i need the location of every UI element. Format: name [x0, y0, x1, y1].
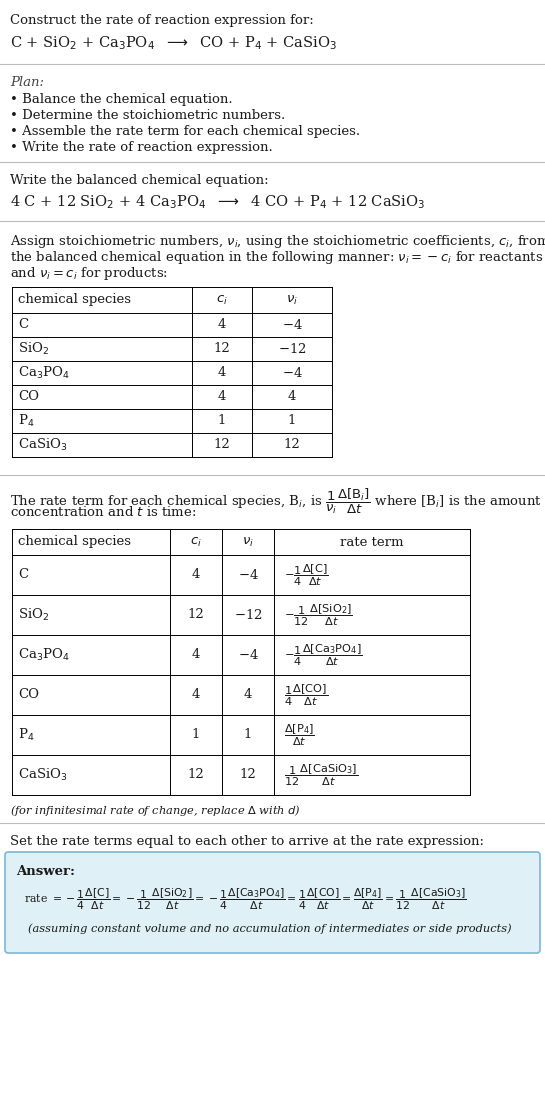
Text: CO: CO: [18, 391, 39, 404]
Text: $-$12: $-$12: [234, 608, 262, 622]
Text: 12: 12: [214, 438, 231, 452]
Text: chemical species: chemical species: [18, 293, 131, 306]
Text: $\dfrac{1}{4}\dfrac{\Delta[\mathrm{CO}]}{\Delta t}$: $\dfrac{1}{4}\dfrac{\Delta[\mathrm{CO}]}…: [284, 683, 328, 708]
Text: (assuming constant volume and no accumulation of intermediates or side products): (assuming constant volume and no accumul…: [28, 924, 512, 934]
Text: $\nu_i$: $\nu_i$: [242, 535, 254, 548]
Text: rate $= -\dfrac{1}{4}\dfrac{\Delta[\mathrm{C}]}{\Delta t} = -\dfrac{1}{12}\dfrac: rate $= -\dfrac{1}{4}\dfrac{\Delta[\math…: [24, 887, 467, 912]
Text: 1: 1: [192, 728, 200, 741]
Text: P$_4$: P$_4$: [18, 413, 34, 430]
Text: chemical species: chemical species: [18, 535, 131, 548]
Text: CaSiO$_3$: CaSiO$_3$: [18, 437, 68, 453]
Text: • Write the rate of reaction expression.: • Write the rate of reaction expression.: [10, 141, 272, 154]
Text: C + SiO$_2$ + Ca$_3$PO$_4$  $\longrightarrow$  CO + P$_4$ + CaSiO$_3$: C + SiO$_2$ + Ca$_3$PO$_4$ $\longrightar…: [10, 34, 337, 52]
Text: $-\dfrac{1}{4}\dfrac{\Delta[\mathrm{Ca_3PO_4}]}{\Delta t}$: $-\dfrac{1}{4}\dfrac{\Delta[\mathrm{Ca_3…: [284, 643, 362, 668]
Text: 4: 4: [288, 391, 296, 404]
Text: 4: 4: [218, 319, 226, 332]
Text: 12: 12: [214, 343, 231, 355]
Text: 4 C + 12 SiO$_2$ + 4 Ca$_3$PO$_4$  $\longrightarrow$  4 CO + P$_4$ + 12 CaSiO$_3: 4 C + 12 SiO$_2$ + 4 Ca$_3$PO$_4$ $\long…: [10, 193, 425, 211]
Text: Ca$_3$PO$_4$: Ca$_3$PO$_4$: [18, 647, 70, 663]
Text: 12: 12: [240, 768, 256, 781]
Text: C: C: [18, 319, 28, 332]
Text: $-$4: $-$4: [282, 366, 302, 380]
Text: $\dfrac{1}{12}\dfrac{\Delta[\mathrm{CaSiO_3}]}{\Delta t}$: $\dfrac{1}{12}\dfrac{\Delta[\mathrm{CaSi…: [284, 763, 358, 788]
Text: $-\dfrac{1}{12}\dfrac{\Delta[\mathrm{SiO_2}]}{\Delta t}$: $-\dfrac{1}{12}\dfrac{\Delta[\mathrm{SiO…: [284, 603, 353, 628]
Text: $-$4: $-$4: [282, 317, 302, 332]
Text: SiO$_2$: SiO$_2$: [18, 341, 49, 357]
Text: • Assemble the rate term for each chemical species.: • Assemble the rate term for each chemic…: [10, 125, 360, 138]
Text: 12: 12: [283, 438, 300, 452]
Text: Ca$_3$PO$_4$: Ca$_3$PO$_4$: [18, 365, 70, 381]
Text: 4: 4: [244, 688, 252, 702]
Text: The rate term for each chemical species, B$_i$, is $\dfrac{1}{\nu_i}\dfrac{\Delt: The rate term for each chemical species,…: [10, 487, 542, 516]
Text: CO: CO: [18, 688, 39, 702]
Text: (for infinitesimal rate of change, replace $\Delta$ with $d$): (for infinitesimal rate of change, repla…: [10, 803, 301, 818]
Text: $-$12: $-$12: [277, 342, 306, 356]
FancyBboxPatch shape: [5, 852, 540, 953]
Text: • Determine the stoichiometric numbers.: • Determine the stoichiometric numbers.: [10, 109, 285, 122]
Text: 4: 4: [218, 391, 226, 404]
Text: 4: 4: [192, 688, 200, 702]
Text: 12: 12: [187, 768, 204, 781]
Text: P$_4$: P$_4$: [18, 727, 34, 743]
Text: 1: 1: [288, 414, 296, 427]
Text: 4: 4: [218, 366, 226, 380]
Text: C: C: [18, 568, 28, 582]
Text: $c_i$: $c_i$: [216, 293, 228, 306]
Text: the balanced chemical equation in the following manner: $\nu_i = -c_i$ for react: the balanced chemical equation in the fo…: [10, 249, 543, 266]
Text: concentration and $t$ is time:: concentration and $t$ is time:: [10, 505, 196, 519]
Text: Construct the rate of reaction expression for:: Construct the rate of reaction expressio…: [10, 14, 314, 27]
Text: 12: 12: [187, 608, 204, 622]
Text: $\nu_i$: $\nu_i$: [286, 293, 298, 306]
Text: 1: 1: [244, 728, 252, 741]
Text: and $\nu_i = c_i$ for products:: and $\nu_i = c_i$ for products:: [10, 265, 168, 282]
Text: 4: 4: [192, 568, 200, 582]
Text: Write the balanced chemical equation:: Write the balanced chemical equation:: [10, 174, 269, 186]
Text: $-$4: $-$4: [238, 568, 258, 582]
Text: 1: 1: [218, 414, 226, 427]
Text: Assign stoichiometric numbers, $\nu_i$, using the stoichiometric coefficients, $: Assign stoichiometric numbers, $\nu_i$, …: [10, 233, 545, 250]
Text: $\dfrac{\Delta[\mathrm{P_4}]}{\Delta t}$: $\dfrac{\Delta[\mathrm{P_4}]}{\Delta t}$: [284, 723, 315, 748]
Text: Answer:: Answer:: [16, 865, 75, 878]
Text: 4: 4: [192, 648, 200, 662]
Text: $-$4: $-$4: [238, 648, 258, 662]
Text: SiO$_2$: SiO$_2$: [18, 607, 49, 623]
Text: $-\dfrac{1}{4}\dfrac{\Delta[\mathrm{C}]}{\Delta t}$: $-\dfrac{1}{4}\dfrac{\Delta[\mathrm{C}]}…: [284, 563, 329, 588]
Text: Plan:: Plan:: [10, 75, 44, 89]
Text: CaSiO$_3$: CaSiO$_3$: [18, 767, 68, 783]
Text: $c_i$: $c_i$: [190, 535, 202, 548]
Text: • Balance the chemical equation.: • Balance the chemical equation.: [10, 93, 233, 105]
Text: Set the rate terms equal to each other to arrive at the rate expression:: Set the rate terms equal to each other t…: [10, 835, 484, 848]
Text: rate term: rate term: [340, 535, 404, 548]
